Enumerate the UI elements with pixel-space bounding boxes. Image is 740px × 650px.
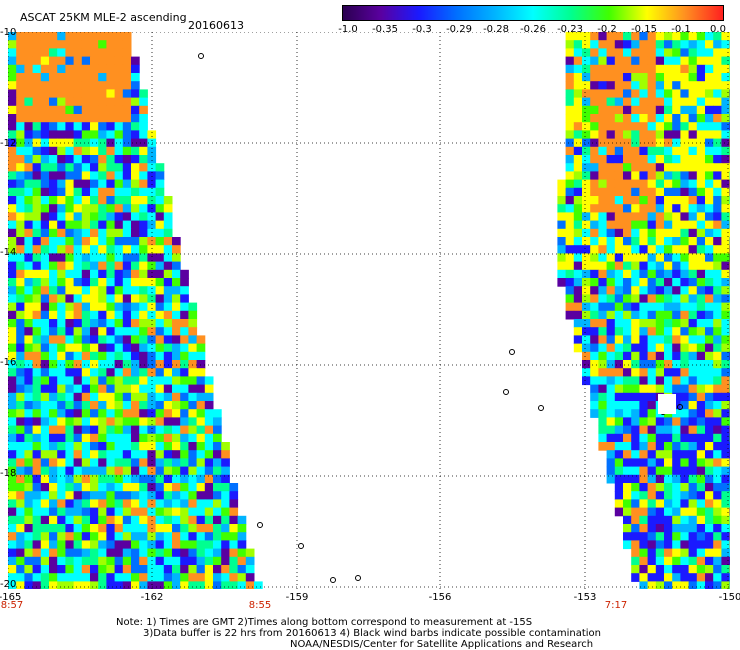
pass-time-label: 7:17 [604,600,628,611]
color-scale-tick: -0.23 [557,24,583,35]
color-scale-tick: -0.3 [412,24,432,35]
color-scale-bar [342,5,724,21]
pass-time-label: 8:55 [248,600,272,611]
lon-label-159: -159 [285,592,309,603]
island-outline [503,389,509,395]
footnote-line-2: 3)Data buffer is 22 hrs from 20160613 4)… [143,628,601,639]
lat-label-10: -10 [0,27,17,38]
lon-label-156: -156 [428,592,452,603]
color-scale-tick: -0.2 [597,24,617,35]
island-outline [198,53,204,59]
lat-label-14: -14 [0,247,17,258]
pass-time-label: 8:57 [0,600,24,611]
footnote-line-1: Note: 1) Times are GMT 2)Times along bot… [116,617,533,628]
lon-label-162: -162 [140,592,164,603]
island-outline [509,349,515,355]
product-date: 20160613 [188,19,244,32]
island-outline [355,575,361,581]
lon-label-165: -165 [0,592,22,603]
color-scale-tick: -0.1 [671,24,691,35]
lon-label-153: -153 [573,592,597,603]
lat-label-12: -12 [0,138,17,149]
lon-label-150: -150 [718,592,740,603]
swath-map [8,32,730,589]
color-scale-tick: -0.29 [446,24,472,35]
island-outline [538,405,544,411]
color-scale-tick: 0.0 [710,24,726,35]
island-outline [330,577,336,583]
color-scale-tick: -0.35 [372,24,398,35]
island-outline [257,522,263,528]
graticule [8,32,730,589]
data-gap [658,394,676,414]
swath-grid [8,32,730,589]
lat-label-18: -18 [0,468,17,479]
lat-label-16: -16 [0,357,17,368]
color-scale-tick: -0.26 [520,24,546,35]
color-scale-tick: -0.28 [483,24,509,35]
lat-label-20: -20 [0,579,17,590]
color-scale-tick: -1.0 [338,24,358,35]
footnote-line-3: NOAA/NESDIS/Center for Satellite Applica… [290,639,594,650]
data-cells [8,32,730,589]
product-title: ASCAT 25KM MLE-2 ascending [20,11,187,24]
color-scale-tick: -0.15 [631,24,657,35]
island-outline [677,404,683,410]
island-outline [298,543,304,549]
